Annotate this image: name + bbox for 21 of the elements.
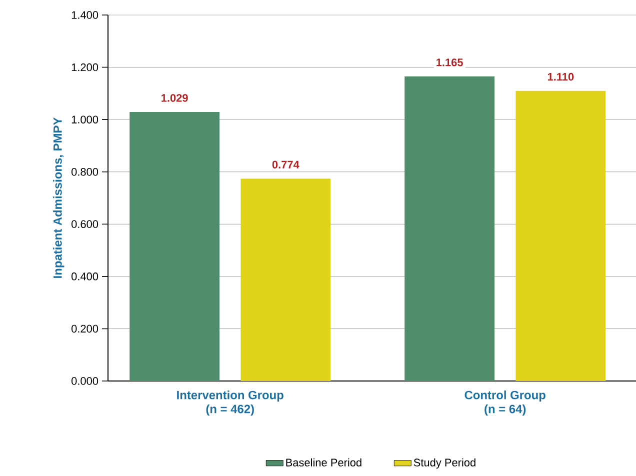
y-tick-label: 0.400 <box>72 272 98 280</box>
y-tick-label: 1.000 <box>72 116 98 124</box>
data-label: 1.029 <box>162 94 188 102</box>
bar <box>240 178 331 381</box>
x-tick-label: Control Group (n = 64) <box>464 390 546 416</box>
y-tick-label: 0.000 <box>72 377 98 385</box>
data-label: 0.774 <box>272 160 300 168</box>
y-tick-label: 0.800 <box>72 168 98 176</box>
legend-label: Study Period <box>414 458 476 469</box>
y-tick-label: 1.400 <box>72 11 98 19</box>
y-axis-title: Inpatient Admissions, PMPY <box>53 117 64 278</box>
y-tick-label: 0.200 <box>72 324 98 333</box>
data-label: 1.110 <box>548 72 574 81</box>
legend-label: Baseline Period <box>286 458 362 466</box>
data-label: 1.165 <box>436 58 463 66</box>
bar <box>130 112 220 381</box>
y-tick-label: 0.600 <box>72 220 98 228</box>
x-tick-label: Intervention Group (n = 462) <box>177 390 284 416</box>
bar <box>516 90 606 381</box>
y-tick-label: 1.200 <box>72 63 98 72</box>
bar <box>404 76 495 381</box>
